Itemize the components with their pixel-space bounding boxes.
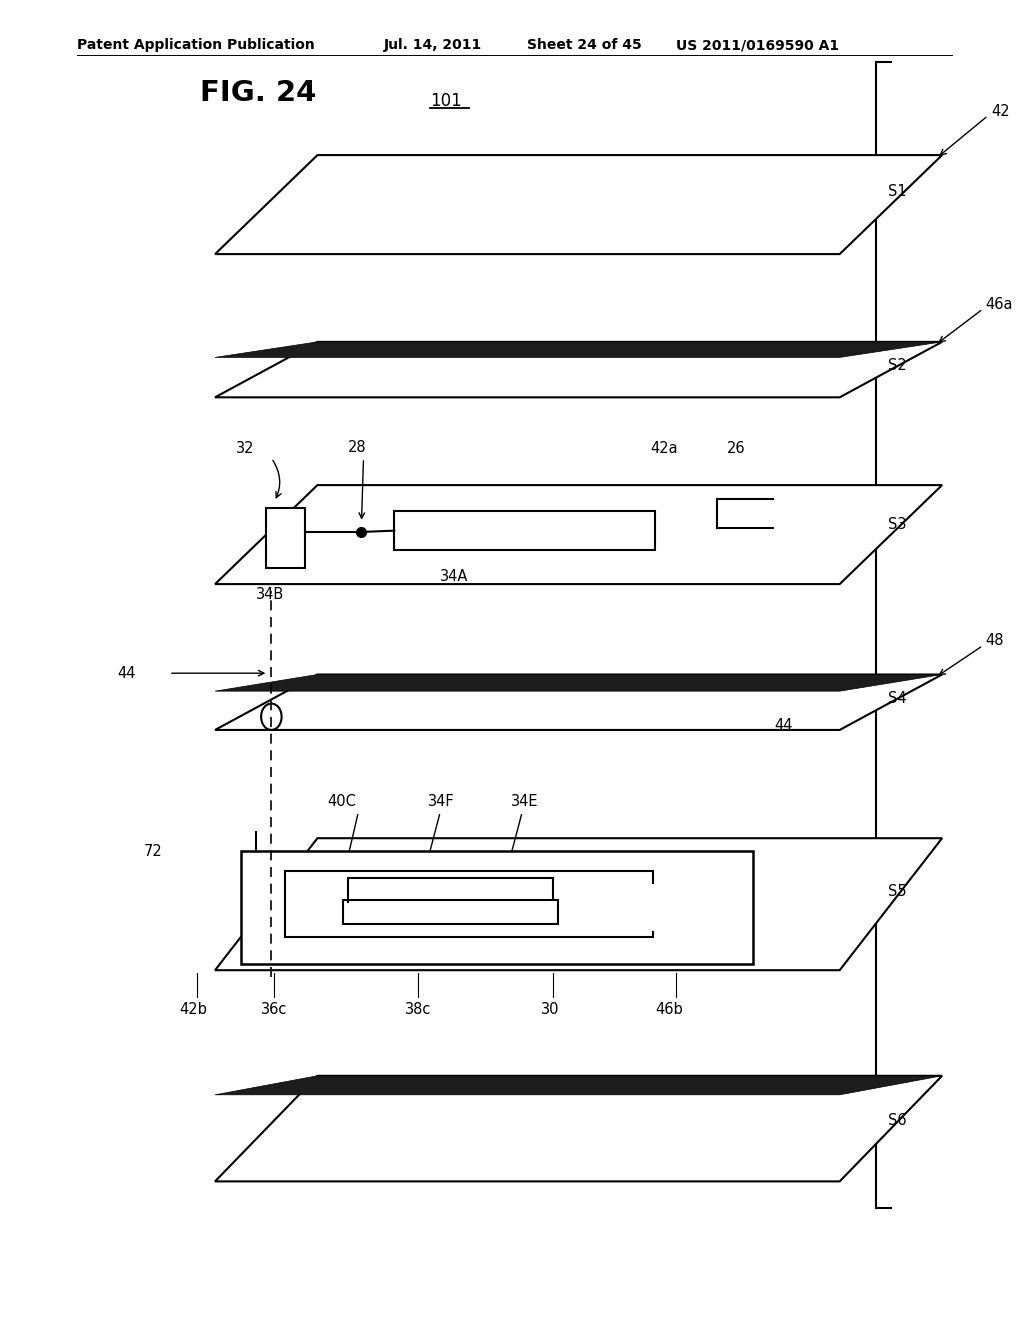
Bar	[348, 878, 553, 902]
Text: S1: S1	[888, 183, 906, 199]
Text: 26: 26	[727, 441, 745, 457]
Text: 40C: 40C	[328, 793, 356, 809]
Text: 72: 72	[143, 843, 162, 859]
Text: 30: 30	[541, 1002, 559, 1018]
Polygon shape	[215, 342, 942, 397]
Polygon shape	[215, 1076, 942, 1094]
Polygon shape	[215, 675, 942, 730]
Text: 34F: 34F	[428, 793, 455, 809]
Bar	[241, 851, 753, 964]
Bar	[343, 900, 558, 924]
Text: Sheet 24 of 45: Sheet 24 of 45	[527, 38, 642, 53]
Text: 28: 28	[348, 440, 367, 455]
Text: Patent Application Publication: Patent Application Publication	[77, 38, 314, 53]
Text: 34A: 34A	[440, 569, 469, 585]
Polygon shape	[215, 675, 942, 692]
Text: Jul. 14, 2011: Jul. 14, 2011	[384, 38, 482, 53]
Polygon shape	[215, 486, 942, 583]
Text: S5: S5	[888, 883, 906, 899]
Bar	[648, 884, 658, 931]
Text: US 2011/0169590 A1: US 2011/0169590 A1	[676, 38, 839, 53]
Text: 44: 44	[774, 718, 793, 734]
Bar	[394, 511, 655, 550]
Polygon shape	[215, 156, 942, 253]
Text: 34E: 34E	[511, 793, 539, 809]
Bar	[285, 871, 653, 937]
Polygon shape	[215, 838, 942, 970]
Text: 101: 101	[430, 92, 462, 111]
Text: 42b: 42b	[179, 1002, 207, 1018]
Polygon shape	[215, 342, 942, 358]
Polygon shape	[215, 1076, 942, 1181]
Text: 48: 48	[985, 632, 1004, 648]
Text: 42: 42	[991, 104, 1010, 119]
Bar	[266, 508, 305, 568]
Text: S4: S4	[888, 690, 906, 706]
Text: FIG. 24: FIG. 24	[200, 79, 316, 107]
Text: 36c: 36c	[261, 1002, 288, 1018]
Text: 42a: 42a	[650, 441, 678, 457]
Text: 46a: 46a	[985, 297, 1013, 313]
Text: 46b: 46b	[655, 1002, 683, 1018]
Bar	[717, 499, 773, 528]
Text: S6: S6	[888, 1113, 906, 1129]
Text: 38c: 38c	[404, 1002, 431, 1018]
Text: S2: S2	[888, 358, 906, 374]
Text: 44: 44	[118, 665, 136, 681]
Text: 32: 32	[236, 441, 254, 457]
Text: S3: S3	[888, 516, 906, 532]
Text: 34B: 34B	[256, 586, 285, 602]
